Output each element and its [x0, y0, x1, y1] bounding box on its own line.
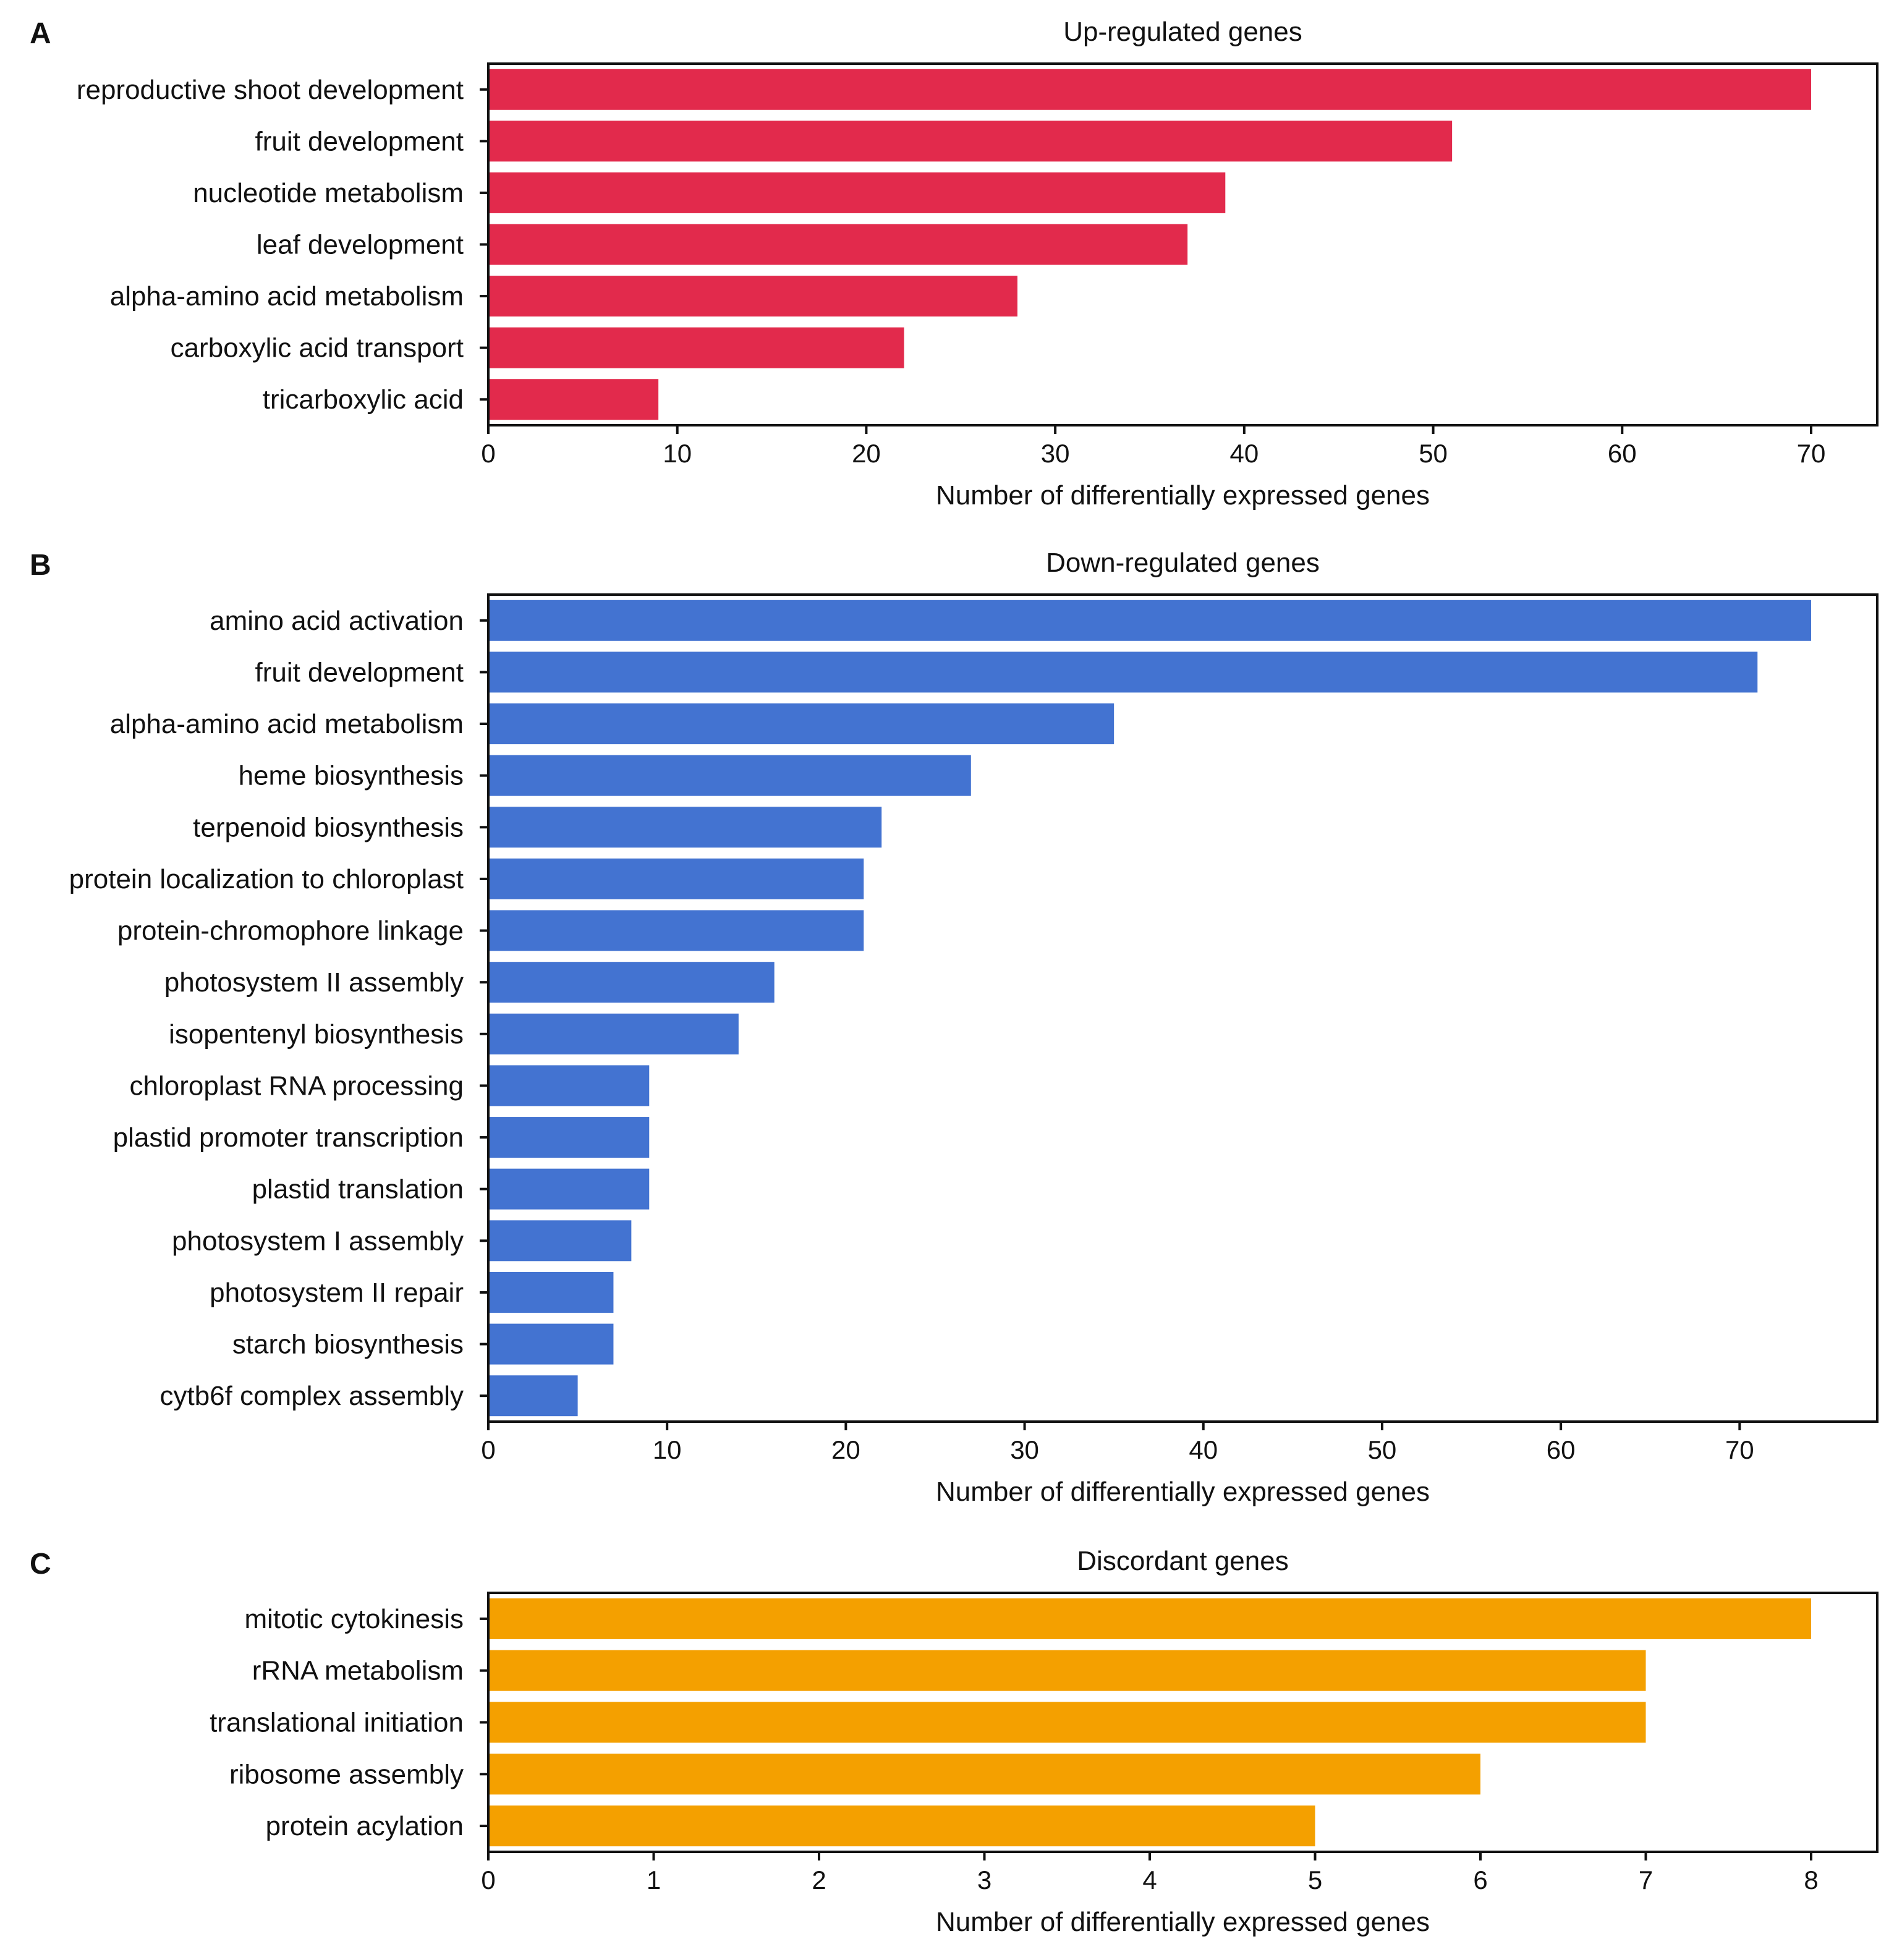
category-label: photosystem II assembly — [164, 967, 464, 998]
x-tick-label: 60 — [1608, 439, 1637, 468]
plot-frame — [487, 593, 1879, 1423]
bar — [488, 1117, 650, 1158]
bar — [488, 1065, 650, 1106]
bar — [488, 1220, 632, 1262]
panel-letter: A — [30, 17, 51, 50]
category-label: plastid translation — [252, 1174, 464, 1205]
x-tick-label: 50 — [1419, 439, 1448, 468]
panel-letter: B — [30, 549, 51, 582]
x-axis-label: Number of differentially expressed genes — [936, 480, 1430, 511]
category-label: cytb6f complex assembly — [159, 1381, 464, 1411]
chart-panel-a: A Up-regulated genes reproductive shoot de… — [30, 17, 1879, 511]
x-tick-label: 30 — [1041, 439, 1070, 468]
category-label: alpha-amino acid metabolism — [110, 709, 464, 739]
category-label: fruit development — [255, 126, 464, 156]
bar — [488, 379, 659, 420]
category-label: protein localization to chloroplast — [69, 864, 464, 894]
category-label: fruit development — [255, 657, 464, 687]
chart-title: Discordant genes — [1077, 1546, 1288, 1576]
bar — [488, 224, 1188, 265]
bar — [488, 121, 1453, 162]
category-label: protein acylation — [266, 1811, 464, 1841]
category-label: nucleotide metabolism — [193, 178, 464, 208]
category-label: ribosome assembly — [229, 1759, 464, 1789]
x-tick-label: 20 — [831, 1435, 860, 1464]
bar — [488, 1754, 1480, 1795]
x-tick-label: 0 — [481, 1865, 495, 1894]
bar — [488, 1702, 1646, 1743]
bar — [488, 327, 904, 368]
category-label: carboxylic acid transport — [171, 333, 464, 363]
chart-panel-b: B Down-regulated genes amino acid activati… — [30, 548, 1879, 1507]
category-label: photosystem II repair — [210, 1278, 464, 1308]
chart-title: Down-regulated genes — [1046, 548, 1320, 578]
x-tick-label: 3 — [977, 1865, 991, 1894]
bar — [488, 807, 882, 848]
chart-title: Up-regulated genes — [1063, 17, 1302, 47]
bar — [488, 1375, 578, 1417]
x-tick-label: 10 — [653, 1435, 682, 1464]
category-label: heme biosynthesis — [239, 761, 464, 791]
x-axis-label: Number of differentially expressed genes — [936, 1907, 1430, 1937]
plot-frame — [487, 62, 1879, 426]
category-label: isopentenyl biosynthesis — [169, 1019, 464, 1050]
bar — [488, 1650, 1646, 1691]
bar — [488, 1323, 614, 1365]
bar — [488, 600, 1811, 641]
category-label: tricarboxylic acid — [263, 384, 464, 415]
bar — [488, 651, 1758, 693]
category-label: mitotic cytokinesis — [244, 1604, 464, 1634]
category-label: terpenoid biosynthesis — [193, 812, 464, 842]
bar — [488, 962, 775, 1003]
x-tick-label: 30 — [1010, 1435, 1039, 1464]
bar — [488, 172, 1226, 213]
x-tick-label: 6 — [1473, 1865, 1487, 1894]
bar — [488, 1168, 650, 1210]
category-label: leaf development — [257, 230, 464, 260]
category-label: reproductive shoot development — [77, 75, 464, 105]
x-tick-label: 50 — [1368, 1435, 1397, 1464]
category-label: plastid promoter transcription — [113, 1122, 464, 1153]
category-label: amino acid activation — [210, 606, 464, 636]
category-label: starch biosynthesis — [232, 1330, 464, 1360]
x-tick-label: 40 — [1229, 439, 1259, 468]
category-label: photosystem I assembly — [172, 1226, 464, 1256]
category-label: chloroplast RNA processing — [130, 1071, 464, 1101]
x-tick-label: 5 — [1308, 1865, 1322, 1894]
bar — [488, 1013, 739, 1054]
bar — [488, 755, 971, 796]
panel-letter: C — [30, 1548, 51, 1580]
x-tick-label: 20 — [852, 439, 881, 468]
bar — [488, 858, 864, 899]
bar — [488, 1271, 614, 1313]
x-tick-label: 0 — [481, 439, 495, 468]
bar — [488, 910, 864, 951]
x-tick-label: 40 — [1189, 1435, 1218, 1464]
bar — [488, 1805, 1315, 1847]
x-tick-label: 2 — [812, 1865, 826, 1894]
x-tick-label: 4 — [1142, 1865, 1157, 1894]
category-label: alpha-amino acid metabolism — [110, 281, 464, 312]
chart-panel-c: C Discordant genes mitotic cytokinesis rRN… — [30, 1546, 1879, 1937]
x-tick-label: 7 — [1639, 1865, 1653, 1894]
bar — [488, 69, 1811, 110]
x-tick-label: 8 — [1804, 1865, 1818, 1894]
x-tick-label: 1 — [647, 1865, 661, 1894]
x-axis-label: Number of differentially expressed genes — [936, 1477, 1430, 1507]
category-label: protein-chromophore linkage — [117, 916, 464, 946]
bar — [488, 1598, 1811, 1639]
x-tick-label: 0 — [481, 1435, 495, 1464]
bar — [488, 703, 1114, 745]
x-tick-label: 10 — [663, 439, 692, 468]
category-label: translational initiation — [210, 1708, 464, 1738]
bar — [488, 276, 1017, 317]
plot-frame — [487, 1592, 1879, 1853]
category-label: rRNA metabolism — [252, 1656, 464, 1686]
x-tick-label: 70 — [1725, 1435, 1754, 1464]
x-tick-label: 60 — [1547, 1435, 1576, 1464]
x-tick-label: 70 — [1797, 439, 1826, 468]
